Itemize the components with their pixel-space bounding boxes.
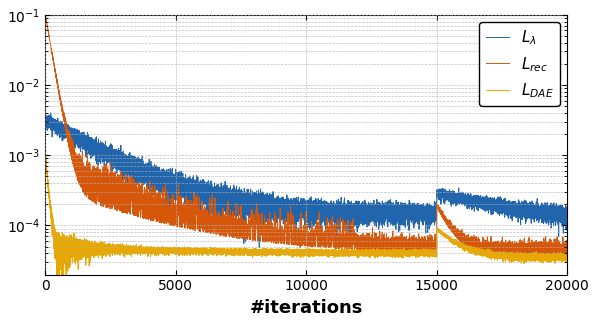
$L_{\lambda}$ (322, 209, 329, 213)
Line: $L_{rec}$: $L_{rec}$ (45, 15, 567, 258)
$L_{DAE}$ (525, 255, 532, 259)
Legend: $L_{\lambda}$, $L_{rec}$, $L_{DAE}$: $L_{\lambda}$, $L_{rec}$, $L_{DAE}$ (479, 22, 560, 106)
$L_{DAE}$ (415, 250, 423, 254)
$L_{rec}$ (564, 248, 571, 252)
Line: $L_{\lambda}$: $L_{\lambda}$ (45, 113, 567, 248)
$L_{rec}$ (561, 256, 569, 260)
$L_{DAE}$ (564, 257, 571, 261)
$L_{\lambda}$ (564, 211, 571, 215)
$L_{\lambda}$ (102, 147, 109, 151)
$L_{rec}$ (468, 242, 475, 246)
$L_{DAE}$ (468, 247, 475, 250)
$L_{\lambda}$ (525, 209, 532, 213)
$L_{rec}$ (415, 241, 423, 245)
$L_{DAE}$ (316, 250, 323, 254)
$L_{DAE}$ (42, 152, 49, 156)
$L_{rec}$ (322, 243, 329, 247)
$L_{\lambda}$ (415, 210, 423, 214)
$L_{\lambda}$ (42, 117, 49, 121)
$L_{rec}$ (102, 177, 109, 181)
$L_{rec}$ (42, 13, 49, 17)
$L_{rec}$ (525, 251, 532, 255)
$L_{\lambda}$ (316, 206, 323, 210)
X-axis label: #iterations: #iterations (250, 299, 363, 317)
$L_{\lambda}$ (468, 196, 475, 200)
$L_{rec}$ (316, 218, 323, 222)
$L_{\lambda}$ (47, 111, 54, 115)
$L_{DAE}$ (102, 245, 109, 249)
Line: $L_{DAE}$: $L_{DAE}$ (45, 154, 567, 287)
$L_{\lambda}$ (256, 246, 263, 250)
$L_{DAE}$ (322, 250, 329, 254)
$L_{DAE}$ (53, 285, 60, 289)
